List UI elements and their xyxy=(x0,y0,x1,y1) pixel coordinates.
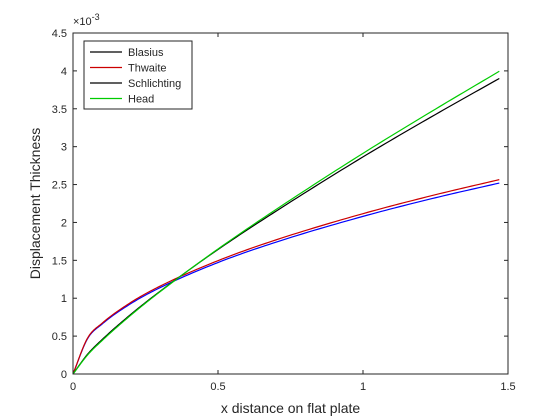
legend-label: Blasius xyxy=(128,47,164,59)
legend-label: Schlichting xyxy=(128,78,181,90)
y-axis-label: Displacement Thickness xyxy=(27,128,43,279)
y-tick-label: 3 xyxy=(61,142,67,154)
legend: Blasius Thwaite Schlichting Head xyxy=(83,40,193,110)
legend-label: Head xyxy=(128,94,154,106)
x-tick-label: 0 xyxy=(70,381,76,393)
y-exponent-base: ×10 xyxy=(73,16,92,28)
y-exponent-power: -3 xyxy=(92,12,100,22)
x-tick-label: 0.5 xyxy=(210,381,225,393)
plot-lines xyxy=(72,70,500,375)
y-tick-label: 1 xyxy=(61,293,67,305)
series-line-3 xyxy=(72,77,500,375)
y-tick-label: 2.5 xyxy=(52,180,67,192)
legend-label: Thwaite xyxy=(128,63,167,75)
series-line-1 xyxy=(72,182,500,375)
y-tick-label: 0 xyxy=(61,369,67,381)
y-axis-exponent: ×10-3 xyxy=(73,12,100,28)
y-tick-label: 3.5 xyxy=(52,104,67,116)
x-axis-ticks: 0 0.5 1 1.5 xyxy=(70,33,516,393)
x-tick-label: 1.5 xyxy=(500,381,515,393)
series-line-4 xyxy=(72,70,500,375)
axes-box xyxy=(72,32,509,375)
x-tick-label: 1 xyxy=(360,381,366,393)
y-tick-label: 4 xyxy=(61,66,67,78)
series-line-2 xyxy=(72,179,500,375)
y-tick-label: 1.5 xyxy=(52,255,67,267)
y-tick-label: 2 xyxy=(61,217,67,229)
y-tick-label: 0.5 xyxy=(52,331,67,343)
y-tick-label: 4.5 xyxy=(52,28,67,40)
x-axis-label: x distance on flat plate xyxy=(221,400,361,416)
y-axis-ticks: 0 0.5 1 1.5 2 2.5 3 3.5 4 4.5 xyxy=(52,28,508,381)
